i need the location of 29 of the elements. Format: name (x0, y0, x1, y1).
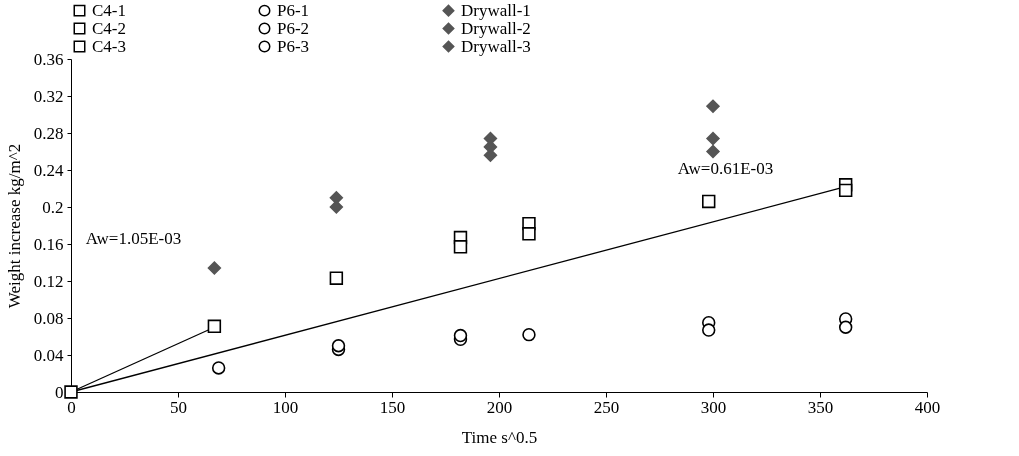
legend-label: P6-3 (277, 36, 310, 56)
x-tick-label: 100 (272, 397, 299, 417)
annotation: Aw=1.05E-03 (85, 229, 182, 248)
x-tick-label: 350 (807, 397, 834, 417)
legend-label: C4-3 (92, 36, 126, 56)
legend-label: C4-1 (92, 0, 126, 20)
x-tick-label: 50 (170, 397, 187, 417)
legend-label: P6-1 (277, 0, 310, 20)
y-tick-label: 0.2 (42, 197, 64, 217)
legend-label: Drywall-1 (461, 0, 531, 20)
y-tick-label: 0.24 (33, 160, 64, 180)
annotation: Aw=0.61E-03 (677, 158, 774, 178)
y-axis-title: Weight increase kg/m^2 (4, 143, 24, 309)
legend-label: P6-2 (277, 18, 310, 38)
y-tick-label: 0.12 (33, 271, 64, 291)
y-tick-label: 0.08 (33, 308, 64, 328)
y-tick-label: 0.16 (33, 234, 64, 254)
x-tick-label: 300 (700, 397, 727, 417)
x-tick-label: 400 (914, 397, 941, 417)
x-tick-label: 200 (486, 397, 513, 417)
y-tick-label: 0.32 (33, 86, 64, 106)
x-tick-label: 150 (379, 397, 406, 417)
legend-label: C4-2 (92, 18, 126, 38)
y-tick-label: 0.04 (33, 345, 64, 365)
x-tick-label: 250 (593, 397, 620, 417)
y-tick-label: 0.36 (33, 49, 64, 69)
x-axis-title: Time s^0.5 (461, 427, 538, 447)
y-tick-label: 0 (55, 382, 64, 402)
y-tick-label: 0.28 (33, 123, 64, 143)
